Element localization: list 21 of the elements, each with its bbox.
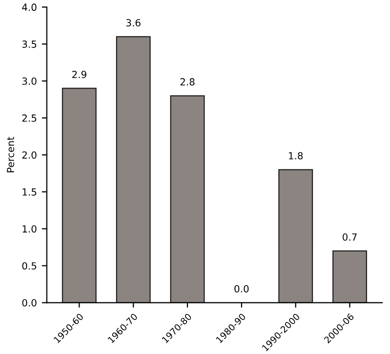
data-label: 0.7 xyxy=(342,233,357,241)
bar xyxy=(278,169,313,303)
data-label: 2.9 xyxy=(72,70,86,78)
y-tick-label: 1.0 xyxy=(22,225,36,233)
bar xyxy=(116,36,151,303)
bar xyxy=(62,88,97,303)
y-tick-label: 3.0 xyxy=(22,77,36,85)
bar xyxy=(332,250,368,303)
bar xyxy=(170,95,205,303)
y-tick-label: 2.5 xyxy=(22,114,36,122)
y-tick-label: 0.5 xyxy=(22,262,36,270)
y-tick-label: 3.5 xyxy=(22,40,36,48)
data-label: 0.0 xyxy=(234,285,249,292)
y-tick-label: 0.0 xyxy=(22,299,36,306)
y-tick-label: 1.5 xyxy=(22,188,36,196)
y-tick-label: 4.0 xyxy=(22,4,36,11)
data-label: 2.8 xyxy=(180,78,195,86)
data-label: 3.6 xyxy=(126,19,140,26)
data-label: 1.8 xyxy=(288,152,303,160)
y-axis-title: Percent xyxy=(6,136,14,172)
y-tick-label: 2.0 xyxy=(22,151,36,159)
